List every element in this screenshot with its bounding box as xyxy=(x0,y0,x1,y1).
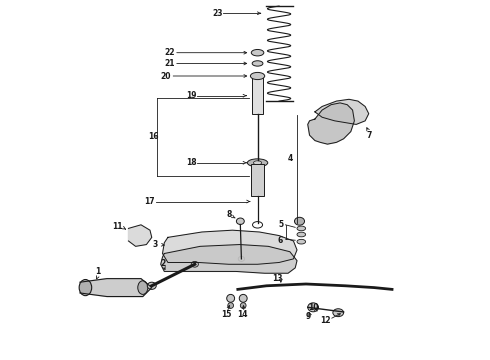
Ellipse shape xyxy=(297,239,306,244)
Ellipse shape xyxy=(239,294,247,302)
Ellipse shape xyxy=(240,303,246,309)
Polygon shape xyxy=(161,244,297,273)
Text: 7: 7 xyxy=(366,131,371,140)
Text: 17: 17 xyxy=(145,197,155,206)
Ellipse shape xyxy=(297,232,306,237)
Ellipse shape xyxy=(251,49,264,56)
Ellipse shape xyxy=(250,72,265,80)
Bar xyxy=(252,74,263,114)
Ellipse shape xyxy=(247,159,268,167)
Text: 13: 13 xyxy=(272,274,283,283)
Text: 20: 20 xyxy=(161,72,171,81)
Text: 14: 14 xyxy=(238,310,248,319)
Text: 10: 10 xyxy=(308,303,319,312)
Polygon shape xyxy=(128,225,152,246)
Text: 16: 16 xyxy=(148,132,159,141)
Polygon shape xyxy=(80,279,152,297)
Text: 1: 1 xyxy=(96,267,100,276)
Polygon shape xyxy=(163,230,297,264)
Ellipse shape xyxy=(79,279,92,296)
Ellipse shape xyxy=(147,282,156,289)
Text: 21: 21 xyxy=(165,59,175,68)
Bar xyxy=(251,164,264,196)
Text: 19: 19 xyxy=(186,91,196,100)
Ellipse shape xyxy=(252,61,263,66)
Text: 18: 18 xyxy=(186,158,196,167)
Text: 12: 12 xyxy=(319,316,330,325)
Text: 2: 2 xyxy=(160,259,165,268)
Text: 5: 5 xyxy=(278,220,283,229)
Ellipse shape xyxy=(238,256,245,261)
Ellipse shape xyxy=(297,226,306,231)
Text: 22: 22 xyxy=(165,48,175,57)
Text: 11: 11 xyxy=(112,222,123,231)
Text: 15: 15 xyxy=(221,310,231,319)
Ellipse shape xyxy=(227,294,235,302)
Text: 23: 23 xyxy=(213,9,223,18)
Ellipse shape xyxy=(228,303,234,309)
Text: 6: 6 xyxy=(277,237,283,246)
Text: 9: 9 xyxy=(305,312,310,321)
Ellipse shape xyxy=(333,309,343,317)
Polygon shape xyxy=(308,103,354,144)
Ellipse shape xyxy=(236,218,245,225)
Text: 3: 3 xyxy=(153,240,158,249)
Ellipse shape xyxy=(308,303,319,312)
Ellipse shape xyxy=(191,261,198,267)
Ellipse shape xyxy=(253,161,262,165)
Polygon shape xyxy=(315,99,368,125)
Text: 4: 4 xyxy=(287,154,293,163)
Ellipse shape xyxy=(138,281,148,294)
Text: 8: 8 xyxy=(226,210,232,219)
Ellipse shape xyxy=(294,217,304,225)
